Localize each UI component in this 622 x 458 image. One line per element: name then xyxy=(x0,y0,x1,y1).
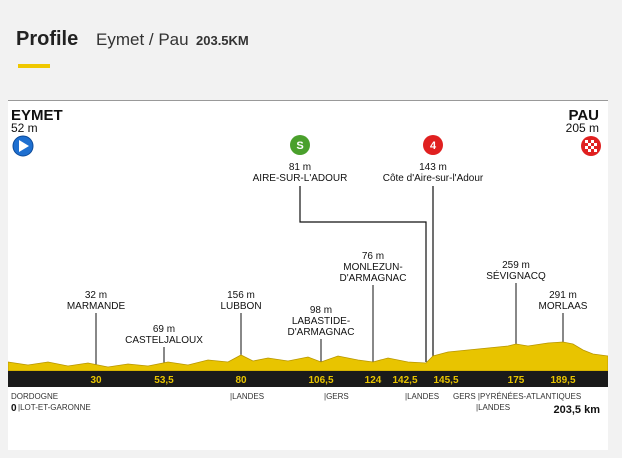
km-marker: 175 xyxy=(508,375,525,386)
town-morlaas-alt: 291 m xyxy=(549,290,577,301)
climb-cat4-badge-icon: 4 xyxy=(423,135,443,155)
town-labastide-2: D'ARMAGNAC xyxy=(288,327,355,338)
km-marker: 53,5 xyxy=(154,375,174,386)
town-morlaas: MORLAAS xyxy=(539,301,588,312)
climb-name: Côte d'Aire-sur-l'Adour xyxy=(383,173,484,184)
stage-profile-graphic: EYMET 52 m PAU 205 m S 81 m AIRE-SUR-L'A… xyxy=(8,100,608,416)
region-label: |GERS xyxy=(324,392,349,401)
town-labastide-1: LABASTIDE- xyxy=(292,316,350,327)
km-marker: 30 xyxy=(90,375,102,386)
stage-distance: 203.5KM xyxy=(196,33,249,48)
region-label: |LANDES xyxy=(230,392,264,401)
card-top-border xyxy=(8,100,608,101)
km-marker: 106,5 xyxy=(308,375,333,386)
town-monlezun-alt: 76 m xyxy=(362,251,384,262)
start-altitude: 52 m xyxy=(11,121,38,135)
start-town: EYMET xyxy=(11,107,63,124)
climb-badge-label: 4 xyxy=(430,140,437,152)
start-play-icon xyxy=(12,135,34,157)
header: Profile Eymet / Pau 203.5KM xyxy=(0,0,622,80)
town-marmande: MARMANDE xyxy=(67,301,126,312)
town-lubbon-alt: 156 m xyxy=(227,290,255,301)
town-casteljaloux: CASTELJALOUX xyxy=(125,335,203,346)
finish-town: PAU xyxy=(568,107,599,124)
km-marker: 80 xyxy=(235,375,247,386)
finish-checkered-flag-icon xyxy=(581,136,601,156)
start-km-zero: 0 xyxy=(11,403,17,414)
sprint-badge-icon: S xyxy=(290,135,310,155)
town-casteljaloux-alt: 69 m xyxy=(153,324,175,335)
sprint-altitude: 81 m xyxy=(289,162,311,173)
climb-altitude: 143 m xyxy=(419,162,447,173)
region-label: |LANDES xyxy=(476,403,510,412)
total-distance: 203,5 km xyxy=(554,404,601,416)
km-marker: 145,5 xyxy=(433,375,458,386)
km-marker: 189,5 xyxy=(550,375,575,386)
elevation-profile xyxy=(8,341,608,372)
town-labastide-alt: 98 m xyxy=(310,305,332,316)
km-marker: 124 xyxy=(365,375,382,386)
sprint-town: AIRE-SUR-L'ADOUR xyxy=(253,173,348,184)
km-band xyxy=(8,371,608,387)
sprint-leader-line xyxy=(299,186,427,362)
town-sevignacq-alt: 259 m xyxy=(502,260,530,271)
tab-profile[interactable]: Profile xyxy=(16,28,79,50)
finish-altitude: 205 m xyxy=(566,121,599,135)
tab-active-underline xyxy=(18,64,50,68)
town-monlezun-1: MONLEZUN- xyxy=(343,262,402,273)
town-lubbon: LUBBON xyxy=(220,301,261,312)
sprint-badge-label: S xyxy=(296,140,303,152)
town-sevignacq: SÉVIGNACQ xyxy=(486,269,546,282)
route-title: Eymet / Pau xyxy=(96,30,189,49)
region-label: |LOT-ET-GARONNE xyxy=(18,403,91,412)
stage-profile-card: EYMET 52 m PAU 205 m S 81 m AIRE-SUR-L'A… xyxy=(8,100,608,450)
region-label: |LANDES xyxy=(405,392,439,401)
town-monlezun-2: D'ARMAGNAC xyxy=(340,273,407,284)
town-marmande-alt: 32 m xyxy=(85,290,107,301)
region-label: GERS |PYRÉNÉES-ATLANTIQUES xyxy=(453,392,581,401)
region-label: DORDOGNE xyxy=(11,392,58,401)
km-marker: 142,5 xyxy=(392,375,417,386)
